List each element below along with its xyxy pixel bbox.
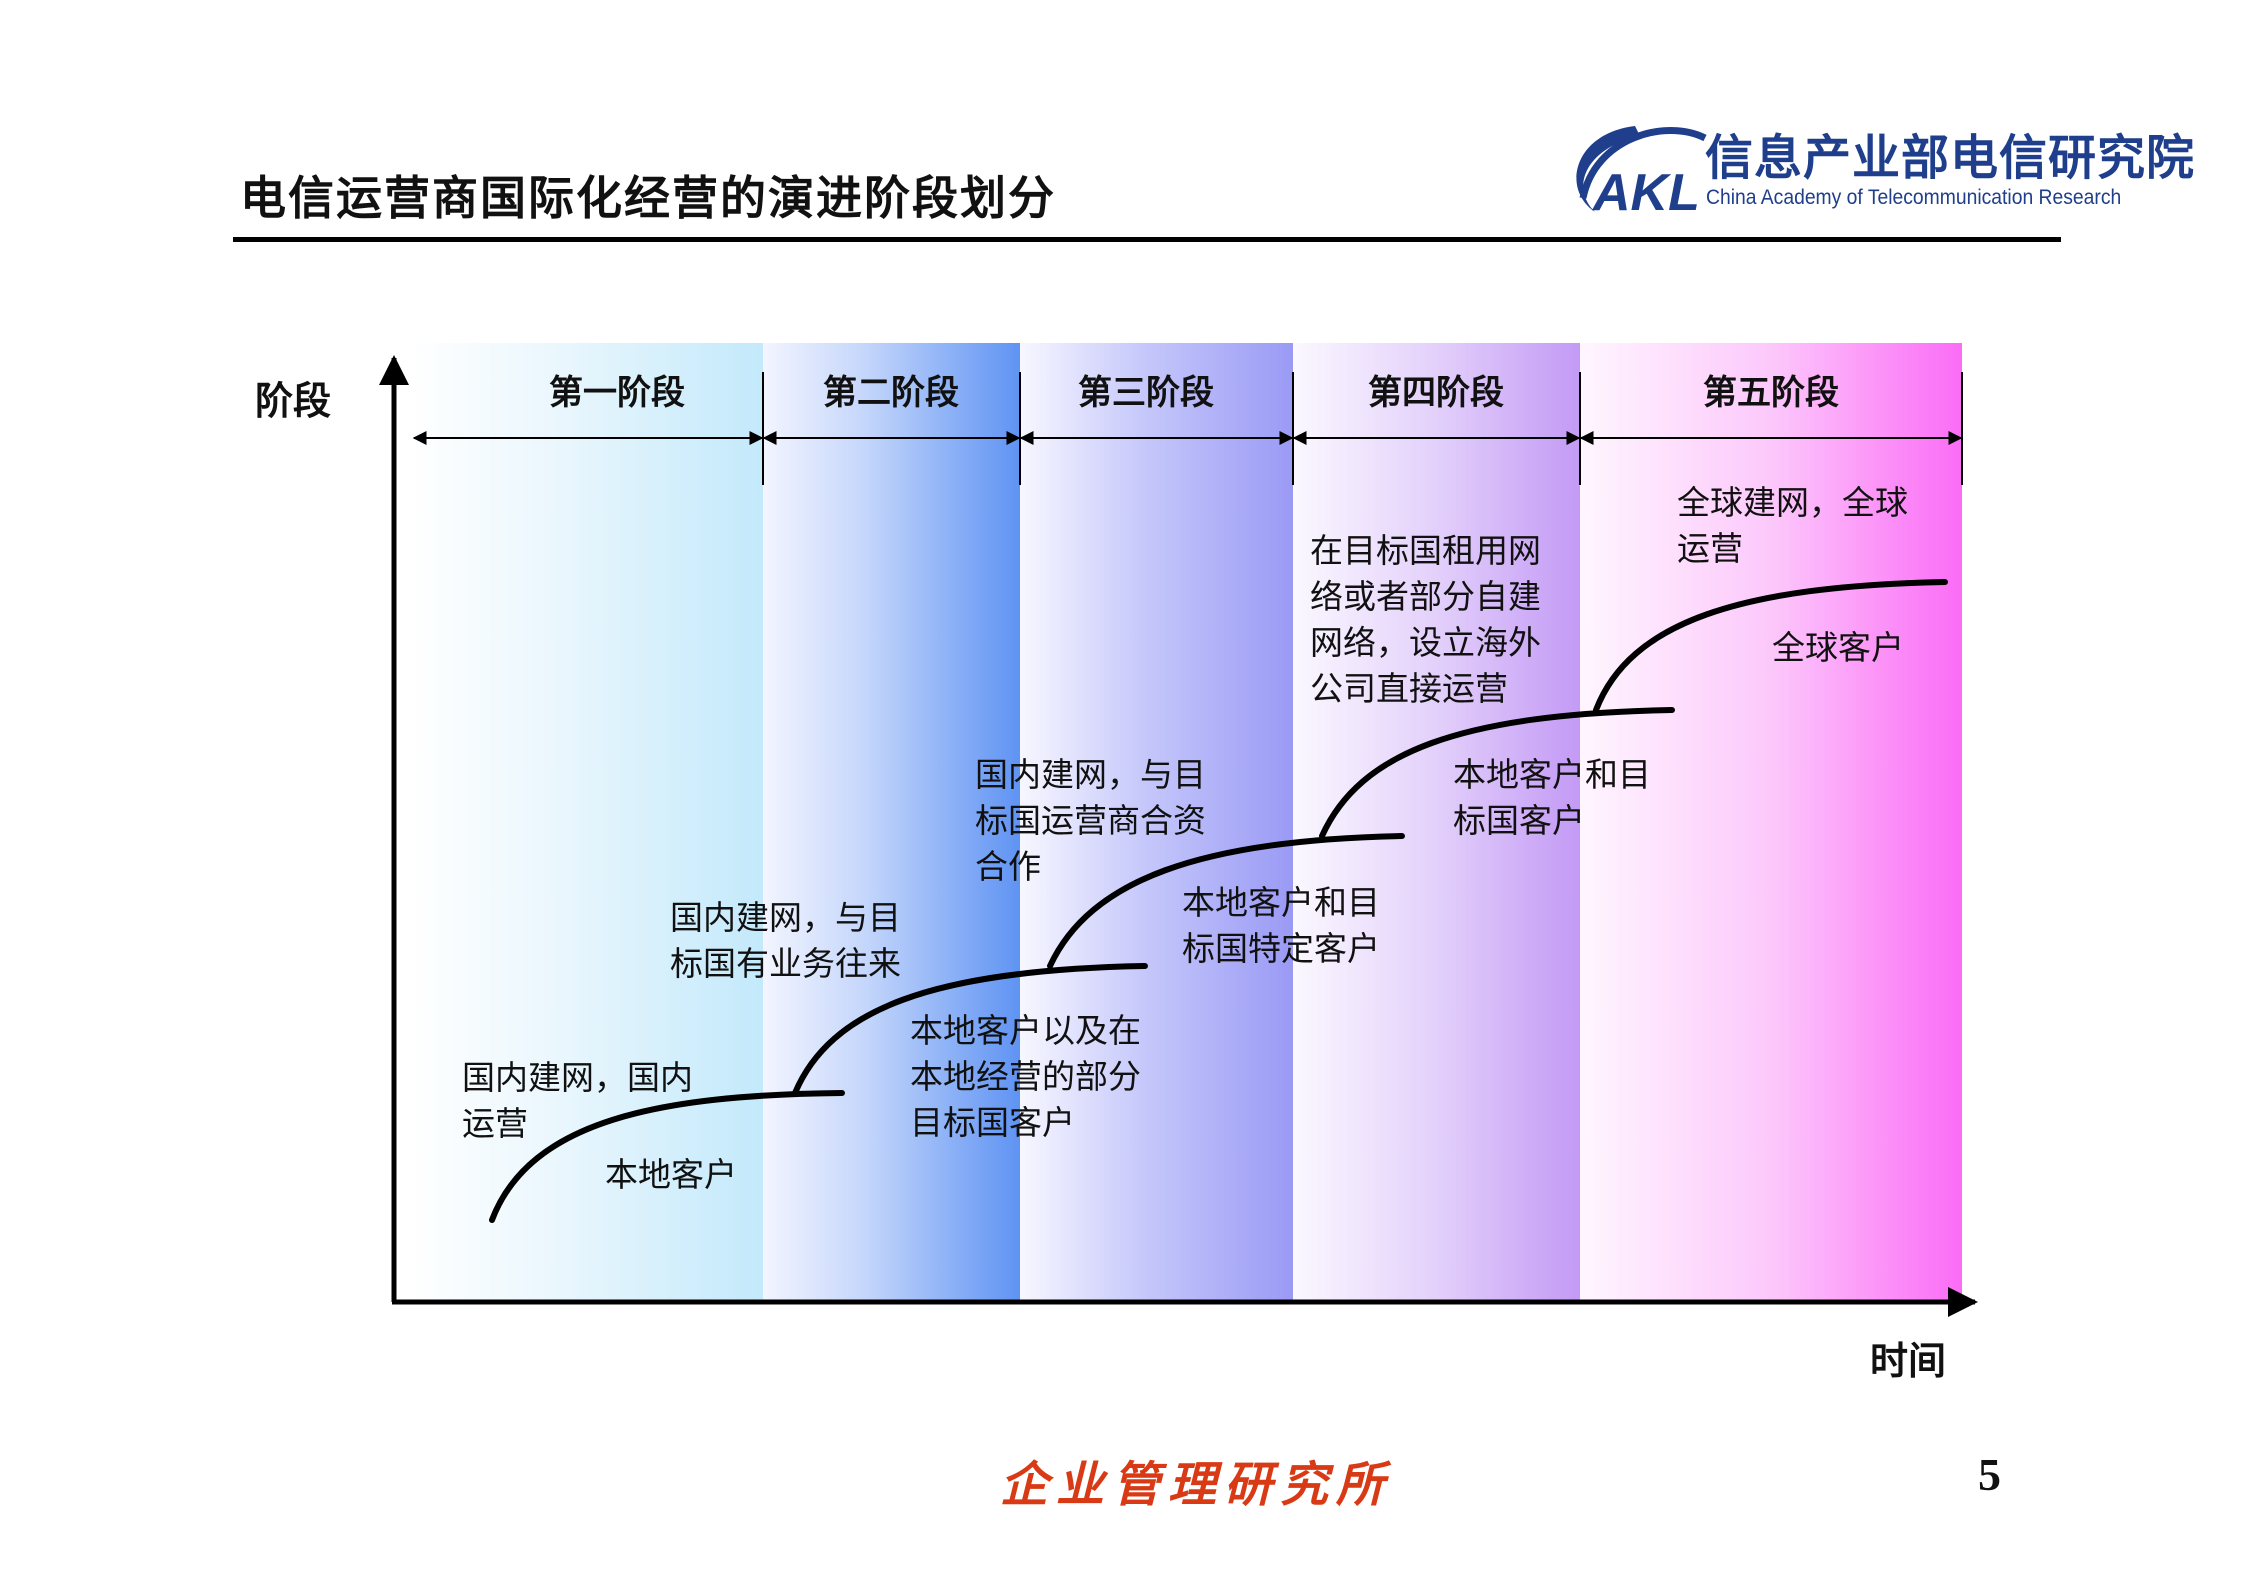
evolution-curve-2 [792, 963, 1148, 1096]
step-2-mode: 国内建网，与目 标国有业务往来 [670, 898, 901, 983]
evolution-curve-4 [1319, 707, 1675, 839]
title-divider [233, 237, 2061, 242]
stage-label-1: 第一阶段 [549, 373, 685, 413]
step-1-mode: 国内建网，国内 运营 [462, 1058, 693, 1143]
logo-arc-icon [1579, 127, 1707, 199]
step-4-customers: 本地客户和目 标国客户 [1453, 755, 1651, 840]
logo-name-cn: 信息产业部电信研究院 [1705, 130, 2196, 186]
step-4-mode: 在目标国租用网 络或者部分自建 网络，设立海外 公司直接运营 [1310, 531, 1541, 708]
evolution-curve-3 [1047, 833, 1405, 969]
step-5-customers: 全球客户 [1772, 628, 1904, 667]
stage-band-5 [1580, 343, 1962, 1303]
stage-band-2 [763, 343, 1020, 1303]
stage-label-2: 第二阶段 [823, 373, 959, 413]
stage-band-4 [1293, 343, 1580, 1303]
stage-band-3 [1020, 343, 1293, 1303]
step-3-customers: 本地客户和目 标国特定客户 [1182, 883, 1380, 968]
step-2-customers: 本地客户以及在 本地经营的部分 目标国客户 [910, 1011, 1141, 1142]
stage-label-4: 第四阶段 [1368, 373, 1504, 413]
logo-name-en: China Academy of Telecommunication Resea… [1706, 186, 2122, 209]
stage-label-5: 第五阶段 [1703, 373, 1839, 413]
x-axis-label: 时间 [1870, 1339, 1947, 1383]
stage-band-1 [410, 343, 763, 1303]
step-5-mode: 全球建网，全球 运营 [1677, 483, 1908, 568]
logo-mark-text: AKL [1591, 164, 1700, 222]
stage-label-3: 第三阶段 [1078, 373, 1214, 413]
page-number: 5 [1978, 1449, 2001, 1500]
institute-logo: AKL [1576, 126, 1707, 222]
stage-dividers [762, 372, 1963, 485]
logo-swoosh-icon [1576, 126, 1640, 212]
y-axis-label: 阶段 [255, 379, 332, 423]
slide-title: 电信运营商国际化经营的演进阶段划分 [240, 171, 1056, 225]
evolution-curves [489, 579, 1948, 1223]
step-3-mode: 国内建网，与目 标国运营商合资 合作 [975, 755, 1206, 886]
evolution-curve-1 [489, 1090, 845, 1223]
footer-organization: 企业管理研究所 [1000, 1457, 1393, 1513]
evolution-curve-5 [1593, 579, 1948, 713]
step-1-customers: 本地客户 [605, 1155, 737, 1194]
